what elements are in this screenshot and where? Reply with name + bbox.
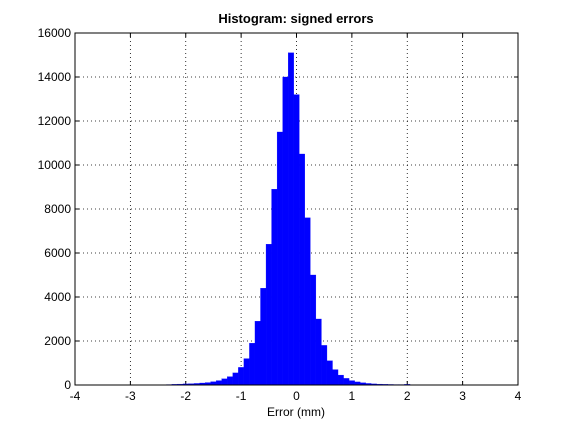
x-tick-label: 4 xyxy=(515,389,522,403)
x-tick-label: -4 xyxy=(70,389,81,403)
bar xyxy=(343,378,350,386)
y-tick-label: 4000 xyxy=(44,290,71,304)
bar xyxy=(216,380,222,386)
bar xyxy=(221,378,228,386)
bar xyxy=(227,376,233,386)
y-tick-label: 8000 xyxy=(44,202,71,216)
bar xyxy=(271,189,278,386)
plot-frame xyxy=(74,32,519,386)
x-tick-label: 0 xyxy=(293,389,300,403)
bar xyxy=(332,369,339,386)
bar xyxy=(276,131,283,386)
bar xyxy=(249,343,256,386)
y-tick-label: 14000 xyxy=(38,70,72,84)
x-tick-label: 1 xyxy=(349,389,356,403)
bar xyxy=(321,345,328,386)
y-tick-label: 6000 xyxy=(44,246,71,260)
bar xyxy=(315,318,322,386)
bar xyxy=(238,367,245,386)
y-tick-label: 16000 xyxy=(38,26,72,40)
bar xyxy=(348,380,355,386)
x-axis-label: Error (mm) xyxy=(267,405,325,419)
bar xyxy=(243,358,250,386)
x-tick-label: 3 xyxy=(459,389,466,403)
x-tick-label: 2 xyxy=(404,389,411,403)
bar xyxy=(265,244,272,386)
y-tick-label: 2000 xyxy=(44,334,71,348)
bar xyxy=(282,76,289,386)
x-tick-label: -2 xyxy=(180,389,191,403)
x-tick-label: -3 xyxy=(125,389,136,403)
bar xyxy=(232,372,239,386)
bar xyxy=(326,360,333,386)
bar xyxy=(293,94,300,386)
bar xyxy=(337,374,344,386)
y-tick-label: 0 xyxy=(64,378,71,392)
bar xyxy=(260,288,267,386)
bar xyxy=(299,153,305,386)
chart-title: Histogram: signed errors xyxy=(218,11,373,26)
bar xyxy=(254,321,261,386)
x-tick-label: -1 xyxy=(236,389,247,403)
bar xyxy=(310,274,317,386)
bar xyxy=(288,52,294,386)
bar xyxy=(304,217,311,386)
y-tick-label: 10000 xyxy=(38,158,72,172)
y-tick-label: 12000 xyxy=(38,114,72,128)
